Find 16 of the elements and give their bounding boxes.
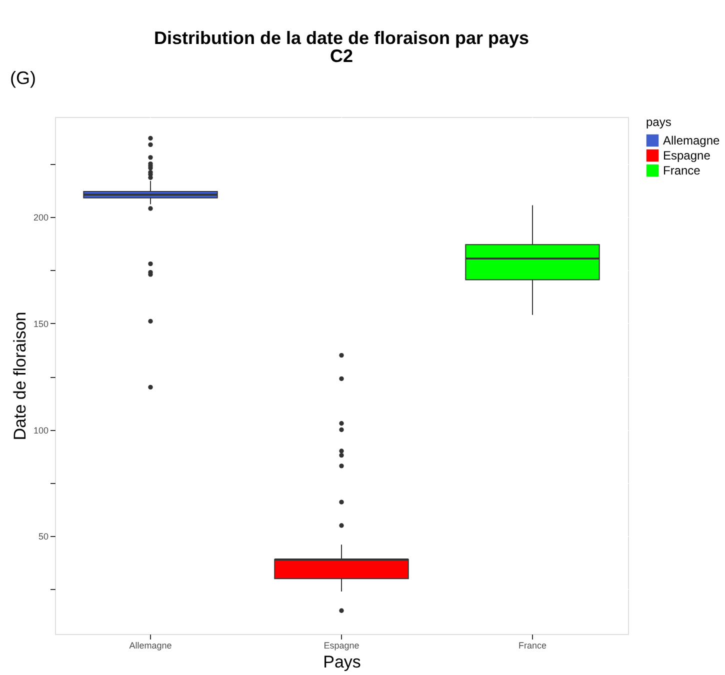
legend-label: Allemagne — [663, 134, 720, 148]
text: (G) — [10, 68, 36, 88]
y-axis-title: Date de floraison — [10, 312, 30, 440]
legend-label: France — [663, 164, 701, 178]
x-axis-title: Pays — [323, 652, 361, 672]
chart-title: Distribution de la date de floraison par pays — [154, 28, 530, 48]
legend-label: Espagne — [663, 148, 711, 162]
legend-title: pays — [646, 115, 672, 129]
x-tick-label: Espagne — [324, 640, 360, 650]
x-tick-label: Allemagne — [129, 640, 172, 650]
x-tick-label: France — [518, 640, 547, 650]
y-tick-label: 200 — [33, 212, 48, 222]
y-tick-label: 150 — [33, 318, 48, 329]
y-tick-label: 100 — [33, 425, 48, 436]
chart-subtitle: C2 — [330, 46, 354, 66]
y-tick-label: 50 — [38, 532, 48, 542]
